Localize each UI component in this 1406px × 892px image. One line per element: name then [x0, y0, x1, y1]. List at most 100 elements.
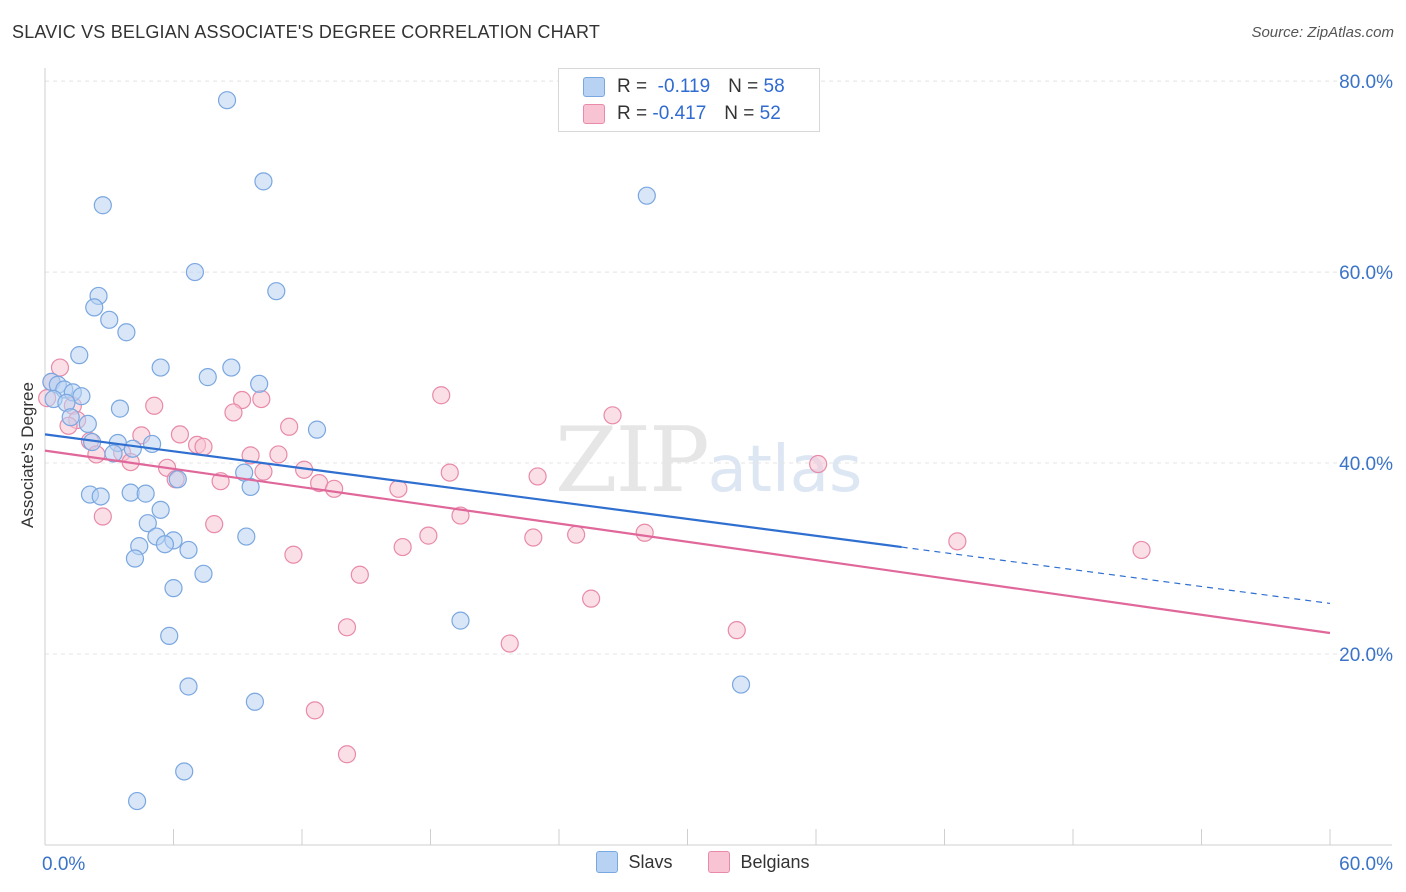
slavs-point	[104, 444, 123, 463]
belgians-point	[337, 745, 357, 764]
slavs-point	[185, 262, 205, 282]
belgians-point	[350, 565, 369, 584]
belgians-point	[145, 396, 164, 415]
slavs-point	[72, 387, 91, 406]
slavs-point	[237, 527, 256, 546]
slavs-r-value: -0.119	[657, 76, 711, 97]
belgians-point	[305, 701, 324, 720]
belgians-legend-label: Belgians	[740, 851, 810, 872]
slavs-point	[61, 408, 80, 427]
slavs-point	[222, 358, 241, 377]
belgians-point	[948, 532, 967, 551]
slavs-point	[85, 298, 104, 317]
chart-title: SLAVIC VS BELGIAN ASSOCIATE'S DEGREE COR…	[12, 22, 601, 42]
slavs-point	[194, 564, 213, 583]
y-tick-label: 80.0%	[1339, 72, 1393, 93]
slavs-point	[731, 675, 751, 694]
slavs-point	[451, 611, 470, 630]
y-tick-label: 40.0%	[1339, 454, 1393, 475]
belgians-point	[224, 403, 243, 422]
belgians-point	[524, 528, 543, 547]
slavs-legend-label: Slavs	[628, 851, 673, 872]
slavs-swatch	[583, 77, 605, 97]
slavs-point	[245, 692, 264, 711]
belgians-point	[567, 525, 586, 544]
slavs-legend-swatch	[596, 851, 619, 873]
legend-item-slavs: Slavs	[596, 851, 672, 873]
slavs-point	[70, 346, 89, 365]
belgians-point	[194, 437, 213, 456]
slavs-point	[175, 762, 194, 781]
slavs-point	[78, 414, 97, 433]
slavs-point	[267, 282, 286, 301]
slavs-point	[127, 791, 147, 811]
belgians-point	[170, 425, 190, 444]
slavs-point	[151, 358, 170, 377]
watermark: ZIPatlas	[555, 408, 862, 513]
belgians-r-label: R =	[617, 103, 648, 124]
watermark-zip: ZIP	[555, 408, 710, 513]
belgians-point	[440, 463, 459, 482]
belgians-trend-line	[44, 449, 1331, 635]
belgians-point	[1132, 540, 1151, 560]
slavs-point	[250, 374, 269, 393]
slavs-point	[93, 196, 112, 215]
slavs-point	[637, 186, 656, 205]
belgians-point	[393, 537, 412, 557]
slavs-point	[160, 626, 179, 645]
belgians-point	[205, 515, 224, 534]
belgians-point	[500, 634, 519, 653]
belgians-point	[241, 446, 260, 465]
belgians-point	[269, 445, 288, 464]
belgians-point	[809, 454, 828, 474]
slavs-point	[117, 323, 136, 342]
slavs-point	[254, 172, 273, 191]
legend-row-slavs: R = -0.119 N = 58	[583, 74, 785, 100]
belgians-point	[232, 390, 252, 410]
slavs-point	[100, 310, 119, 329]
watermark-atlas: atlas	[707, 433, 863, 507]
belgians-point	[254, 462, 273, 481]
slavs-trend-line	[44, 433, 902, 549]
belgians-point	[284, 545, 303, 564]
belgians-point	[635, 523, 654, 542]
slavs-point	[179, 540, 198, 560]
slavs-point	[155, 535, 175, 554]
belgians-swatch	[583, 104, 605, 124]
slavs-point	[123, 439, 142, 458]
series-legend: Slavs Belgians	[0, 851, 1406, 873]
slavs-point	[217, 91, 237, 110]
belgians-point	[389, 479, 408, 498]
slavs-point	[168, 470, 187, 489]
slavs-point	[307, 420, 327, 439]
belgians-point	[582, 589, 601, 608]
slavs-point	[179, 677, 198, 696]
slavs-point	[136, 484, 155, 503]
belgians-point	[280, 417, 299, 436]
x-tick-label: 0.0%	[42, 854, 85, 875]
legend-row-belgians: R = -0.417 N = 52	[583, 101, 781, 127]
belgians-point	[325, 479, 344, 498]
belgians-point	[93, 507, 112, 526]
slavs-point	[110, 399, 130, 418]
slavs-point	[241, 477, 260, 497]
belgians-point	[252, 389, 271, 409]
slavs-trend-extension	[901, 546, 1331, 605]
slavs-r-label: R =	[617, 76, 648, 97]
belgians-point	[528, 467, 547, 486]
y-tick-label: 20.0%	[1339, 645, 1393, 666]
source-credit: Source: ZipAtlas.com	[1251, 24, 1394, 41]
belgians-r-value: -0.417	[652, 103, 707, 124]
legend-item-belgians: Belgians	[708, 851, 810, 873]
slavs-n-value: 58	[763, 76, 785, 97]
y-tick-label: 60.0%	[1339, 263, 1393, 284]
slavs-n-label: N =	[728, 76, 759, 97]
slavs-point	[91, 487, 110, 506]
slavs-point	[125, 549, 145, 568]
belgians-point	[727, 621, 746, 640]
correlation-legend: R = -0.119 N = 58 R = -0.417 N = 52	[558, 68, 820, 132]
slavs-point	[138, 514, 157, 533]
belgians-point	[337, 618, 357, 637]
belgians-point	[432, 386, 451, 405]
